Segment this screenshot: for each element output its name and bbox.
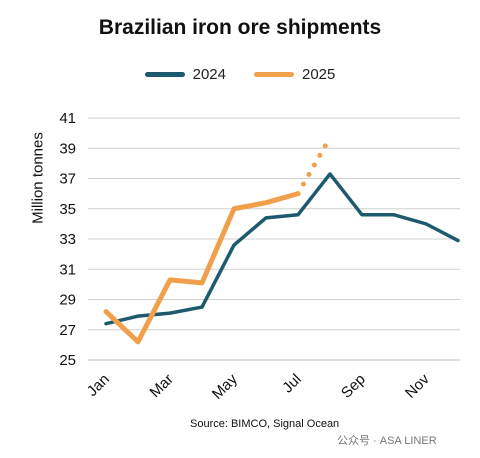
y-tick-label: 29 (59, 292, 76, 309)
x-tick-label: Sep (338, 371, 369, 402)
series-line-2024 (104, 172, 460, 326)
y-tick-label: 35 (59, 201, 76, 218)
y-tick-label: 27 (59, 322, 76, 339)
watermark: 公众号 · ASA LINER (337, 435, 437, 447)
x-tick-label: Nov (402, 370, 433, 401)
chart-title: Brazilian iron ore shipments (98, 16, 382, 39)
legend-swatch-2024 (144, 72, 185, 77)
legend-label-2025: 2025 (302, 66, 336, 83)
legend-item-2025: 2025 (254, 66, 335, 83)
y-tick-label: 41 (59, 110, 76, 127)
x-tick-label: Mar (147, 371, 177, 401)
y-tick-label: 37 (59, 171, 76, 188)
y-tick-label: 39 (59, 140, 76, 157)
projection-line-2025 (295, 135, 333, 197)
x-tick-label: May (209, 370, 241, 402)
source-note: Source: BIMCO, Signal Ocean (190, 418, 340, 430)
y-tick-label: 25 (59, 352, 76, 369)
legend-swatch-2025 (254, 72, 294, 77)
y-tick-label: 31 (59, 261, 76, 278)
legend: 2024 2025 (0, 66, 480, 83)
legend-label-2024: 2024 (192, 66, 226, 83)
legend-item-2024: 2024 (144, 66, 226, 83)
x-tick-label: Jul (279, 371, 305, 397)
y-tick-label: 33 (59, 231, 76, 248)
x-tick-label: Jan (84, 371, 113, 400)
